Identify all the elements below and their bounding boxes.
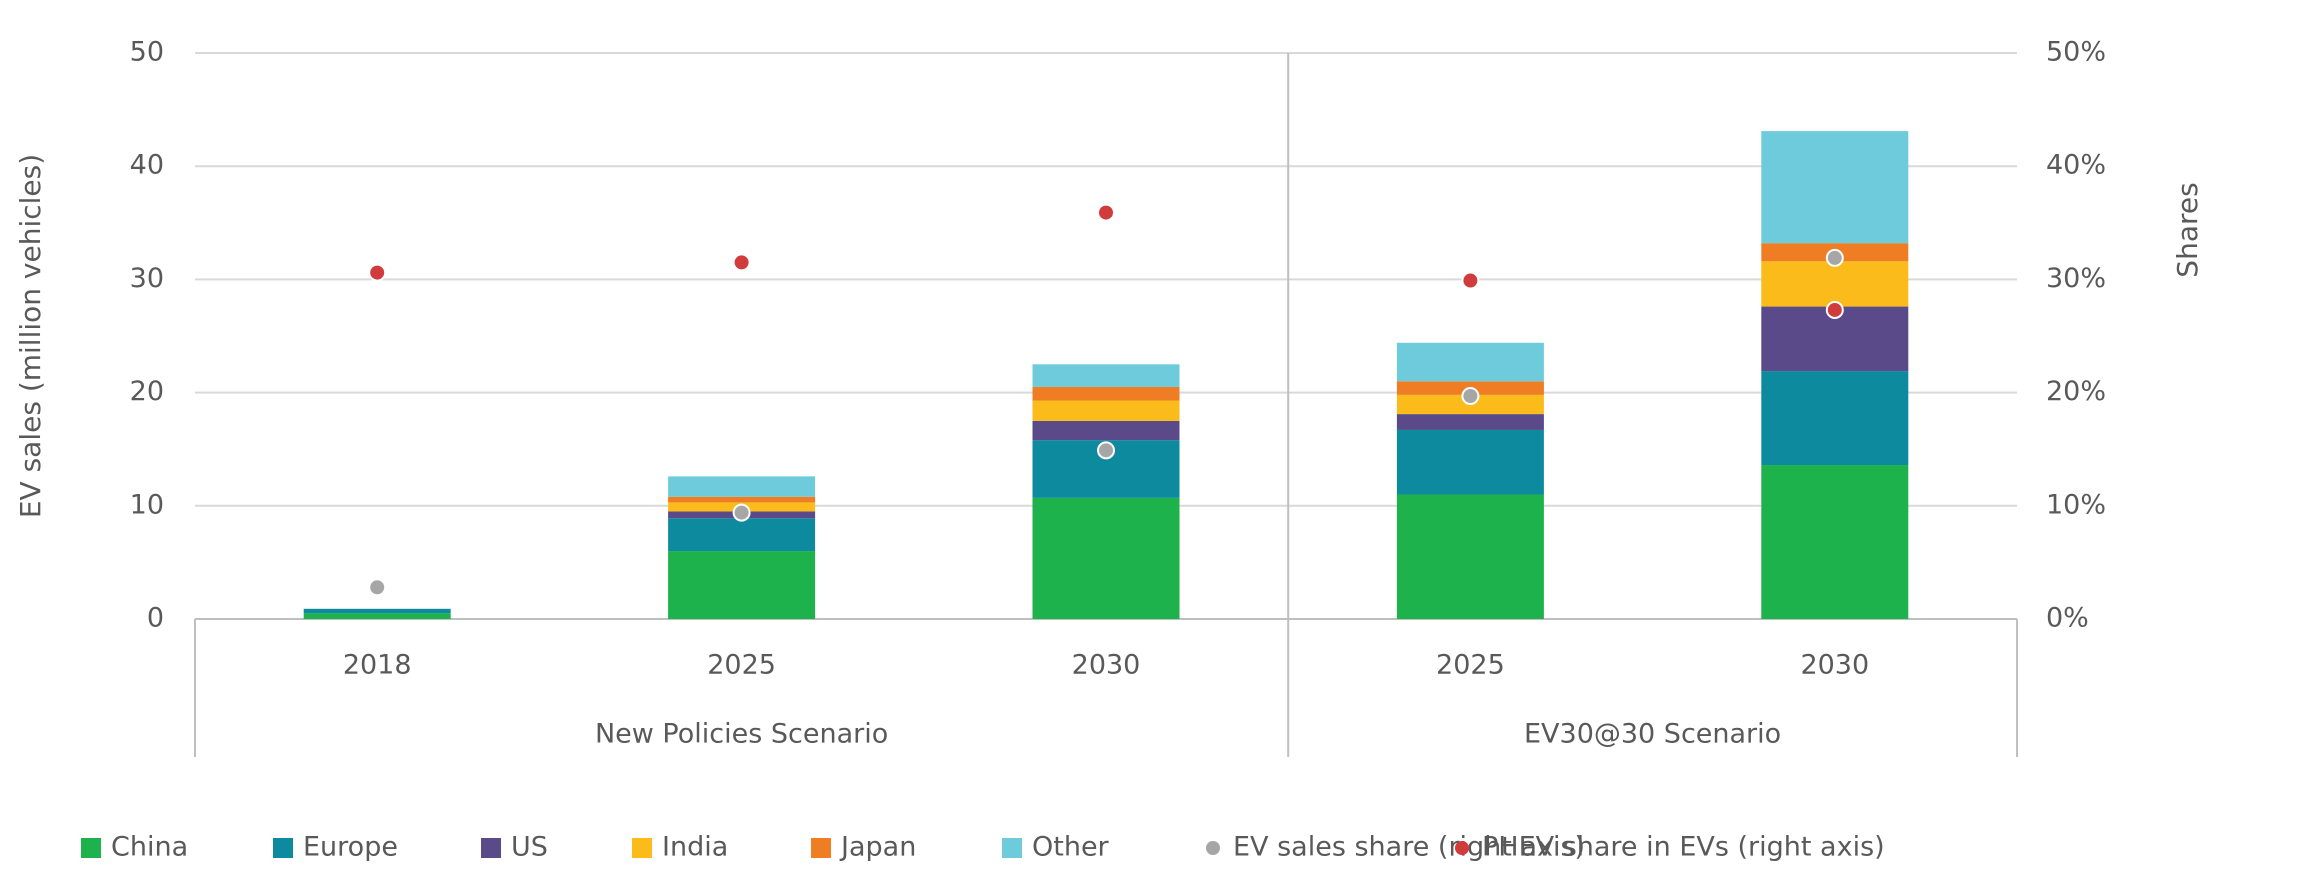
- point: [732, 253, 751, 272]
- x-tick-label: 2030: [1800, 650, 1869, 681]
- bar-segment: [1396, 414, 1544, 430]
- legend-swatch: [1455, 841, 1469, 855]
- bar-segment: [303, 608, 451, 614]
- legend-swatch: [273, 838, 293, 858]
- bar-segment: [1032, 400, 1180, 421]
- bar-segment: [668, 551, 816, 619]
- y2-tick-label: 20%: [2046, 376, 2106, 407]
- legend-label: PHEV share in EVs (right axis): [1482, 832, 1885, 863]
- y2-axis-title: Shares: [2171, 182, 2204, 277]
- legend-label: Other: [1032, 832, 1110, 863]
- legend-swatch: [1206, 841, 1220, 855]
- bar-segment: [1032, 497, 1180, 619]
- x-tick-label: 2018: [343, 650, 412, 681]
- legend-label: India: [662, 832, 728, 863]
- point: [1825, 248, 1844, 267]
- group-label: New Policies Scenario: [595, 719, 888, 750]
- bar-segment: [1761, 465, 1909, 619]
- bar-segment: [1032, 386, 1180, 401]
- y2-tick-label: 50%: [2046, 37, 2106, 68]
- point: [732, 503, 751, 522]
- y2-tick-label: 10%: [2046, 489, 2106, 520]
- point: [1825, 300, 1844, 319]
- y-tick-label: 30: [130, 263, 164, 294]
- y-axis-title: EV sales (million vehicles): [14, 154, 47, 518]
- bar-segment: [1761, 131, 1909, 244]
- legend-swatch: [811, 838, 831, 858]
- point: [1461, 271, 1480, 290]
- legend-swatch: [1002, 838, 1022, 858]
- x-tick-label: 2025: [1436, 650, 1505, 681]
- y-tick-label: 50: [130, 37, 164, 68]
- y-tick-label: 10: [130, 489, 164, 520]
- y-tick-label: 0: [147, 603, 164, 634]
- legend-label: US: [511, 832, 548, 863]
- point: [1097, 203, 1115, 222]
- legend-swatch: [481, 838, 501, 858]
- bar-segment: [668, 496, 816, 503]
- point: [368, 263, 387, 282]
- point: [368, 578, 387, 597]
- bar-segment: [1032, 420, 1180, 441]
- y2-tick-label: 0%: [2046, 603, 2089, 634]
- y-tick-label: 40: [130, 150, 164, 181]
- group-label: EV30@30 Scenario: [1524, 719, 1781, 750]
- legend-label: EV sales share (right axis): [1233, 832, 1585, 863]
- legend-label: Europe: [303, 832, 398, 863]
- bar-segment: [668, 476, 816, 497]
- point: [1097, 441, 1115, 460]
- bar-segment: [668, 518, 816, 552]
- bar-segment: [1396, 494, 1544, 619]
- legend-swatch: [632, 838, 652, 858]
- y2-tick-label: 40%: [2046, 150, 2106, 181]
- bar-segment: [303, 613, 451, 619]
- bar-segment: [1761, 261, 1909, 307]
- bar-segment: [1761, 371, 1909, 466]
- x-tick-label: 2030: [1072, 650, 1141, 681]
- legend-swatch: [81, 838, 101, 858]
- y-tick-label: 20: [130, 376, 164, 407]
- x-tick-label: 2025: [707, 650, 776, 681]
- bar-segment: [1396, 429, 1544, 495]
- legend-label: Japan: [839, 832, 916, 863]
- bar-segment: [1396, 342, 1544, 382]
- y2-tick-label: 30%: [2046, 263, 2106, 294]
- point: [1461, 386, 1480, 405]
- legend-label: China: [111, 832, 188, 863]
- bar-segment: [1032, 364, 1180, 387]
